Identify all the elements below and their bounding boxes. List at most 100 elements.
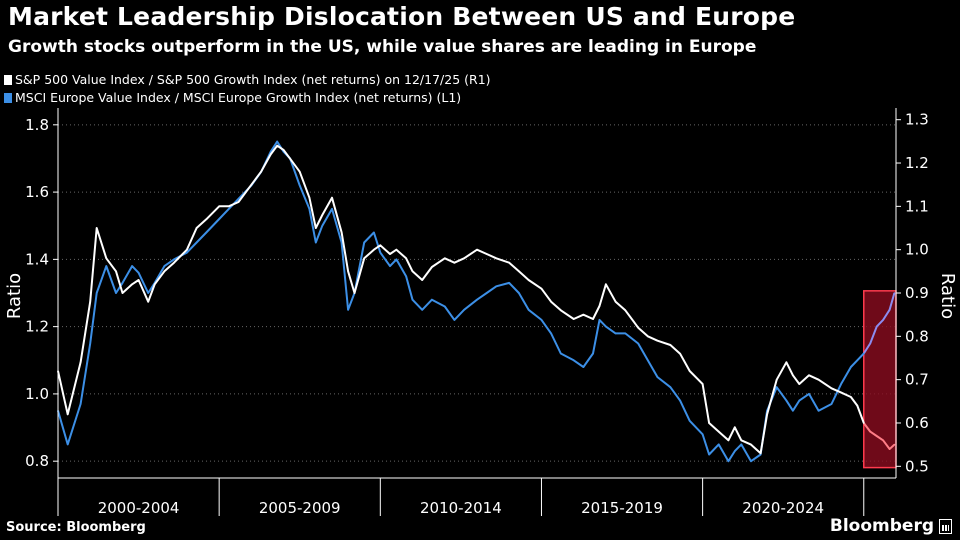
data-point-msci-europe-89 (875, 325, 878, 328)
data-point-msci-europe-4 (95, 292, 98, 294)
y-right-tick-label-8: 1.3 (905, 111, 929, 129)
y-right-tick-label-0: 0.5 (905, 457, 929, 475)
x-tick-label-2: 2010-2014 (420, 499, 502, 517)
y-left-tick-label-0: 0.8 (25, 452, 49, 470)
data-point-msci-europe-86 (856, 359, 859, 362)
data-point-sp500-3 (89, 300, 91, 303)
data-point-sp500-89 (875, 435, 878, 437)
data-point-sp500-74 (750, 443, 752, 446)
data-point-msci-europe-26 (298, 184, 301, 187)
data-point-sp500-75 (759, 452, 762, 455)
legend: S&P 500 Value Index / S&P 500 Growth Ind… (4, 71, 491, 107)
data-point-sp500-29 (321, 214, 324, 216)
data-point-sp500-51 (527, 279, 530, 281)
data-point-sp500-16 (205, 218, 208, 221)
data-point-sp500-53 (550, 300, 552, 303)
data-point-sp500-83 (830, 387, 833, 390)
data-point-sp500-32 (347, 270, 349, 273)
data-point-msci-europe-38 (395, 258, 398, 261)
data-point-msci-europe-53 (550, 332, 552, 335)
data-point-sp500-82 (817, 378, 820, 381)
chart-subtitle: Growth stocks outperform in the US, whil… (8, 37, 757, 57)
data-point-msci-europe-57 (592, 352, 594, 355)
data-point-msci-europe-52 (540, 319, 543, 321)
data-point-sp500-36 (379, 244, 382, 247)
legend-swatch-sp500 (4, 75, 12, 85)
data-point-sp500-27 (308, 196, 311, 199)
data-point-sp500-67 (688, 370, 691, 372)
data-point-sp500-60 (614, 300, 617, 303)
data-point-msci-europe-73 (740, 443, 743, 446)
data-point-sp500-59 (605, 283, 607, 286)
data-point-msci-europe-1 (66, 443, 69, 446)
highlight-region (863, 290, 897, 469)
data-point-sp500-64 (656, 339, 659, 342)
data-point-sp500-79 (792, 374, 794, 377)
data-point-msci-europe-29 (321, 224, 324, 227)
data-point-msci-europe-39 (405, 275, 407, 278)
axes: 0.8 1.0 1.2 1.4 1.6 1.8 0.5 0.6 0.7 0.8 0.9 1.0 1.1 1… (25, 108, 929, 517)
y-axis-label-left: Ratio (4, 273, 25, 319)
data-point-sp500-7 (121, 292, 124, 294)
series-line-msci-europe-highlighted (862, 292, 896, 355)
data-point-msci-europe-27 (308, 208, 311, 210)
data-point-sp500-8 (131, 283, 133, 286)
data-point-sp500-34 (363, 257, 366, 260)
data-point-msci-europe-79 (792, 409, 794, 412)
data-point-msci-europe-68 (701, 433, 704, 436)
data-point-sp500-62 (637, 326, 639, 329)
y-left-tick-label-4: 1.6 (25, 183, 49, 201)
y-left-tick-label-1: 1.0 (25, 385, 49, 403)
data-point-sp500-87 (863, 422, 865, 424)
data-point-msci-europe-30 (331, 208, 333, 210)
terminal-icon (939, 518, 952, 534)
data-point-msci-europe-10 (147, 292, 149, 294)
data-point-msci-europe-47 (485, 292, 488, 294)
data-point-msci-europe-58 (598, 319, 601, 321)
y-right-tick-label-6: 1.1 (905, 197, 929, 215)
data-point-msci-europe-32 (347, 309, 349, 311)
data-point-sp500-57 (592, 318, 594, 320)
data-point-sp500-84 (840, 391, 842, 394)
data-point-sp500-78 (785, 361, 788, 364)
brand-logo: Bloomberg (830, 516, 952, 536)
data-point-msci-europe-43 (444, 305, 446, 308)
legend-label-msci-europe: MSCI Europe Value Index / MSCI Europe Gr… (15, 90, 462, 105)
data-point-msci-europe-40 (411, 298, 414, 301)
data-point-msci-europe-13 (173, 258, 175, 261)
brand-name: Bloomberg (829, 516, 934, 536)
data-point-msci-europe-69 (708, 453, 710, 456)
data-point-sp500-12 (163, 270, 166, 273)
data-point-msci-europe-48 (495, 285, 498, 288)
data-point-sp500-58 (598, 305, 601, 307)
data-point-msci-europe-46 (476, 298, 478, 301)
data-point-msci-europe-41 (421, 309, 424, 311)
data-point-msci-europe-64 (656, 376, 659, 378)
x-tick-label-4: 2020-2024 (742, 499, 824, 517)
legend-item-sp500: S&P 500 Value Index / S&P 500 Growth Ind… (4, 71, 491, 89)
data-point-msci-europe-54 (560, 352, 562, 355)
data-point-msci-europe-44 (453, 319, 456, 321)
data-point-msci-europe-36 (379, 251, 382, 254)
data-point-sp500-55 (572, 318, 575, 320)
data-point-msci-europe-17 (218, 218, 220, 220)
data-point-msci-europe-67 (688, 420, 691, 422)
legend-swatch-msci-europe (4, 93, 12, 103)
data-point-sp500-4 (95, 227, 98, 229)
data-point-msci-europe-59 (605, 325, 607, 328)
data-point-sp500-73 (740, 439, 743, 442)
y-left-tick-label-3: 1.4 (25, 250, 49, 268)
data-point-msci-europe-22 (269, 150, 272, 153)
data-point-msci-europe-65 (669, 386, 672, 389)
series-line-msci-europe (57, 140, 865, 463)
y-left-tick-label-2: 1.2 (25, 318, 49, 336)
data-point-msci-europe-34 (363, 241, 366, 244)
data-point-sp500-19 (237, 201, 240, 203)
data-point-msci-europe-28 (315, 241, 317, 244)
data-point-msci-europe-85 (850, 366, 852, 368)
data-point-sp500-69 (708, 422, 710, 424)
data-point-msci-europe-83 (830, 403, 833, 405)
highlight-box (863, 290, 897, 469)
data-point-sp500-47 (485, 253, 488, 255)
